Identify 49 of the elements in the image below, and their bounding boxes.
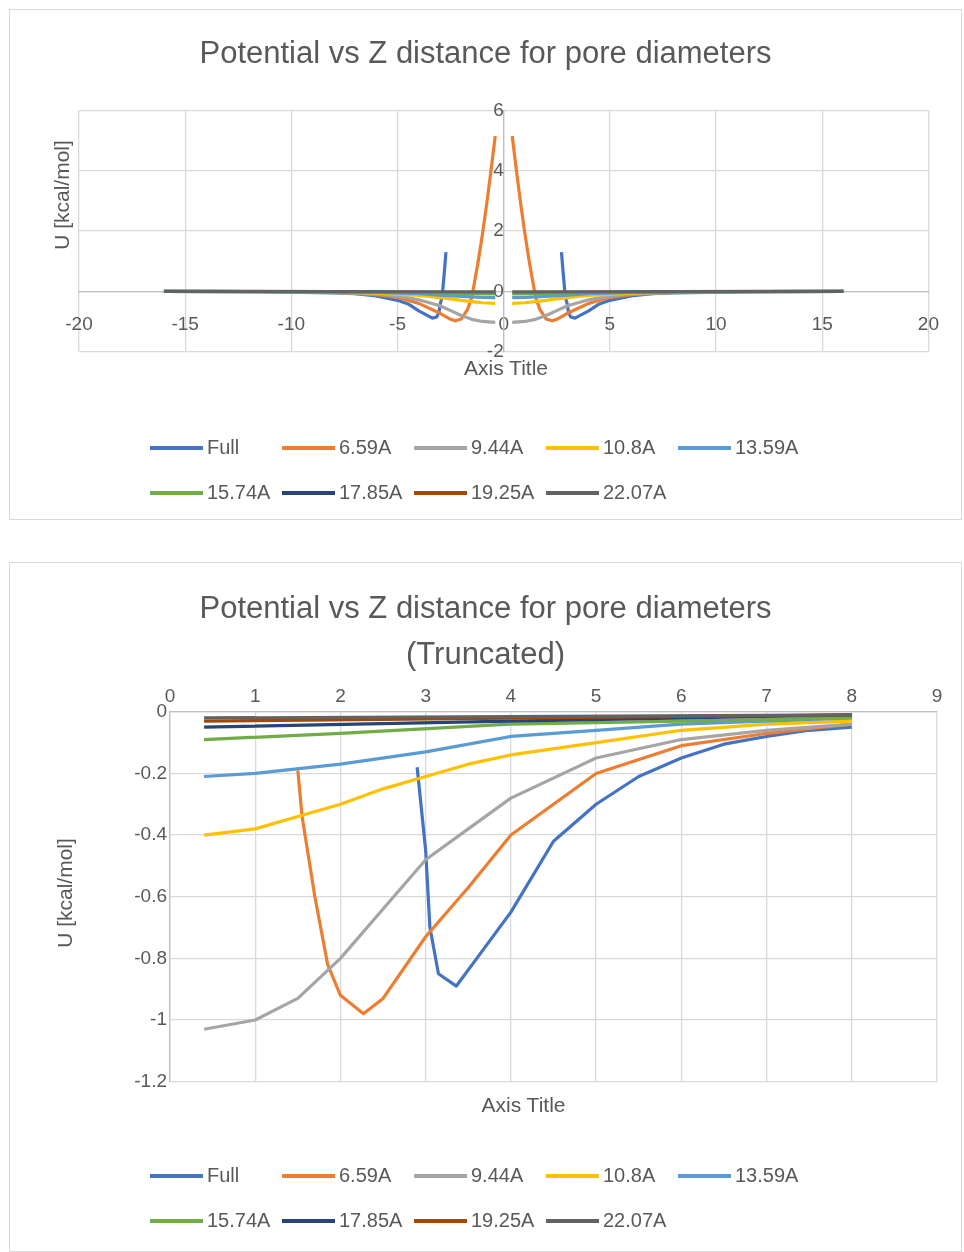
legend-label: 22.07A	[603, 481, 667, 504]
x-tick-label: 1	[249, 684, 261, 706]
x-tick-label: 15	[811, 312, 833, 334]
y-tick-label: 2	[493, 219, 504, 241]
legend-label: 9.44A	[471, 1164, 524, 1187]
legend-label: Full	[207, 1164, 240, 1187]
x-tick-label: 20	[917, 312, 939, 334]
legend-label: 15.74A	[207, 1209, 271, 1232]
legend-label: 19.25A	[471, 481, 535, 504]
y-tick-label: -0.6	[134, 884, 167, 906]
y-axis-title: U [kcal/mol]	[53, 838, 77, 948]
x-tick-label: -5	[389, 312, 406, 334]
legend-label: 10.8A	[603, 436, 656, 459]
x-tick-label: -15	[171, 312, 199, 334]
x-tick-label: -20	[65, 312, 93, 334]
chart-title: Potential vs Z distance for pore diameters	[199, 34, 772, 72]
legend-label: Full	[207, 436, 240, 459]
x-tick-label: 8	[846, 684, 858, 706]
y-tick-label: -0.2	[134, 761, 167, 783]
legend-label: 15.74A	[207, 481, 271, 504]
y-tick-label: 4	[493, 158, 505, 180]
legend-label: 6.59A	[339, 1164, 392, 1187]
y-tick-label: -1.2	[134, 1069, 167, 1091]
x-tick-label: 10	[705, 312, 727, 334]
y-axis-title: U [kcal/mol]	[50, 140, 74, 250]
legend-label: 13.59A	[735, 1164, 799, 1187]
legend-label: 17.85A	[339, 481, 403, 504]
x-tick-label: 6	[676, 684, 687, 706]
y-tick-label: -0.4	[134, 823, 168, 845]
x-tick-label: 5	[604, 312, 616, 334]
x-tick-label: 5	[590, 684, 602, 706]
chart-title: Potential vs Z distance for pore diameters (Truncated)	[198, 589, 773, 673]
legend-label: 19.25A	[471, 1209, 535, 1232]
x-tick-label: -10	[277, 312, 306, 334]
legend-label: 17.85A	[339, 1209, 403, 1232]
y-tick-label: -1	[150, 1008, 167, 1030]
x-tick-label: 2	[335, 684, 346, 706]
legend-label: 22.07A	[603, 1209, 667, 1232]
y-tick-label: 0	[156, 700, 167, 722]
x-tick-label: 9	[931, 684, 943, 706]
x-tick-label: 7	[761, 684, 772, 706]
y-tick-label: -0.8	[134, 946, 167, 968]
x-axis-title: Axis Title	[481, 1093, 566, 1117]
legend-label: 6.59A	[339, 436, 392, 459]
legend-label: 9.44A	[471, 436, 524, 459]
legend-label: 13.59A	[735, 436, 799, 459]
x-tick-label: 3	[420, 684, 431, 706]
legend-label: 10.8A	[603, 1164, 656, 1187]
y-tick-label: 6	[493, 98, 504, 120]
